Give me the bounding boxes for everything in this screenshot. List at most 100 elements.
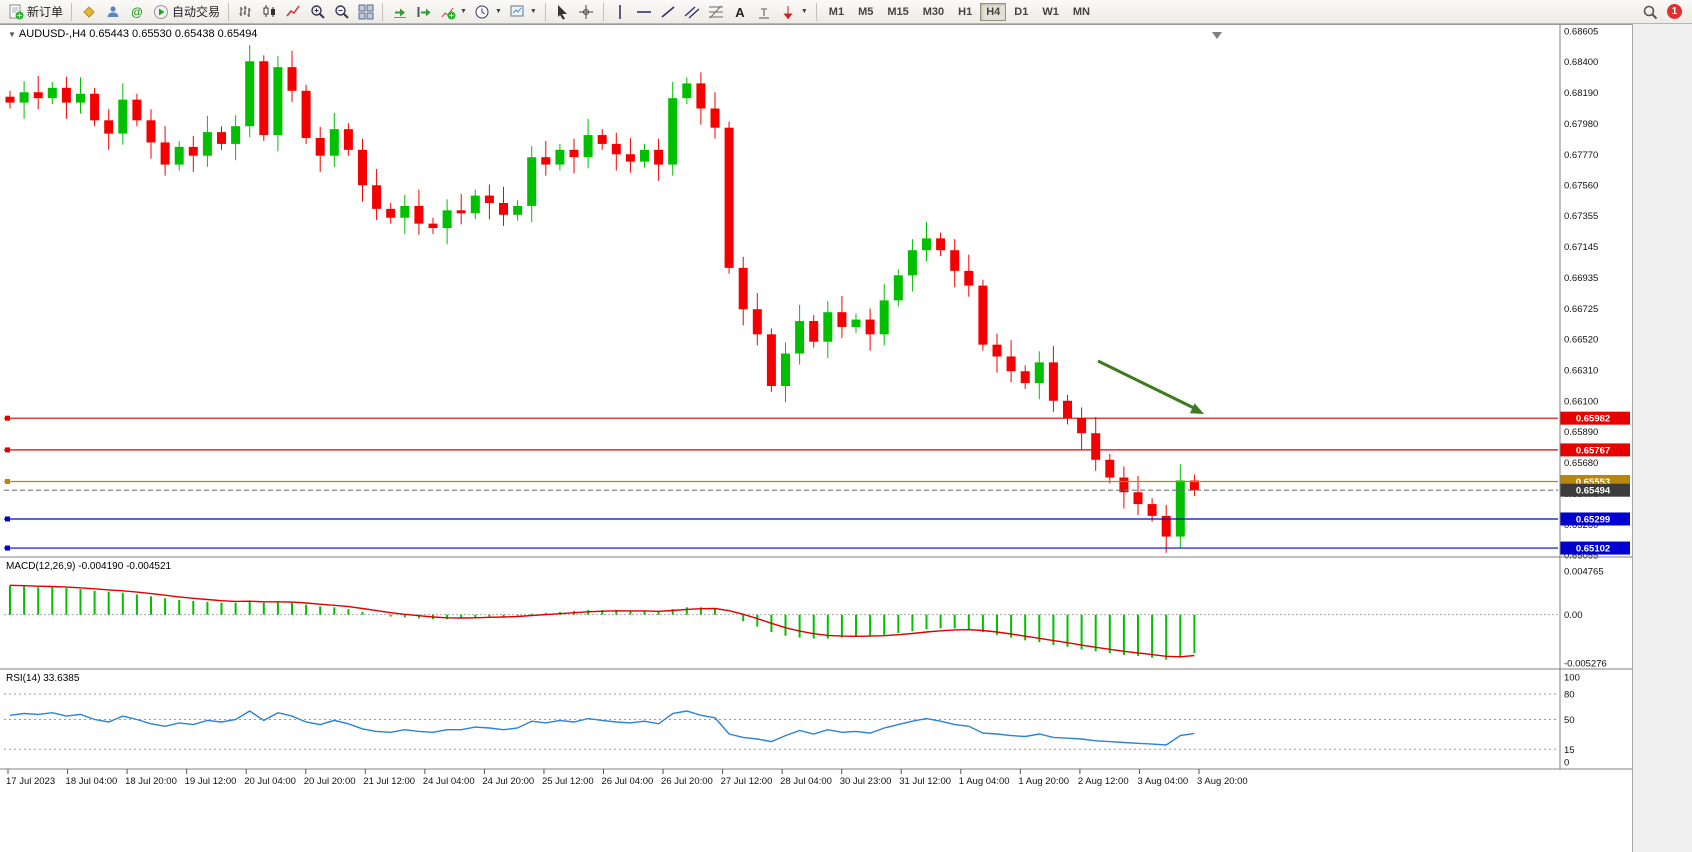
chart-window: 0.68605 0.68400 0.68190 0.67980 0.67770 0.675…	[0, 24, 1632, 852]
svg-text:0.66725: 0.66725	[1564, 304, 1598, 315]
one-click-trading-toggle[interactable]: ▼	[8, 30, 16, 39]
text-icon: A	[732, 3, 749, 20]
bar-chart-button[interactable]	[234, 2, 257, 22]
trendline-button[interactable]	[657, 2, 680, 22]
zoom-in-button[interactable]	[306, 2, 329, 22]
timeframe-toolbar: M1 M5 M15 M30 H1 H4 D1 W1 MN	[822, 2, 1097, 21]
svg-text:30 Jul 23:00: 30 Jul 23:00	[840, 776, 892, 787]
indicators-button[interactable]: ▼	[436, 2, 470, 22]
horizontal-line-button[interactable]	[633, 2, 656, 22]
gold-diamond-button[interactable]	[77, 2, 100, 22]
crosshair-button[interactable]	[575, 2, 598, 22]
svg-text:0.65767: 0.65767	[1576, 445, 1610, 456]
chart-shift-icon	[415, 3, 432, 20]
svg-text:0.66310: 0.66310	[1564, 365, 1598, 376]
channel-button[interactable]	[681, 2, 704, 22]
chevron-down-icon: ▼	[460, 8, 467, 15]
toolbar-separator	[228, 2, 230, 21]
timeframe-H4-button[interactable]: H4	[980, 2, 1007, 21]
tile-windows-button[interactable]	[354, 2, 377, 22]
clock-icon	[474, 3, 491, 20]
trendline-icon	[660, 3, 677, 20]
svg-text:18 Jul 04:00: 18 Jul 04:00	[66, 776, 118, 787]
search-button[interactable]	[1638, 2, 1661, 22]
svg-text:15: 15	[1564, 745, 1575, 756]
arrows-button[interactable]: ▼	[777, 2, 811, 22]
svg-text:80: 80	[1564, 690, 1575, 701]
auto-scroll-button[interactable]	[388, 2, 411, 22]
bar-chart-icon	[237, 3, 254, 20]
template-icon	[509, 3, 526, 20]
candlestick-chart-button[interactable]	[258, 2, 281, 22]
timeframe-M5-button[interactable]: M5	[852, 3, 879, 21]
timeframe-H1-button[interactable]: H1	[952, 3, 978, 21]
new-order-button[interactable]: 新订单	[4, 2, 66, 22]
profile-button[interactable]	[101, 2, 124, 22]
periods-button[interactable]: ▼	[471, 2, 505, 22]
timeframe-M15-button[interactable]: M15	[881, 3, 914, 21]
label-icon: T	[756, 3, 773, 20]
svg-text:50: 50	[1564, 715, 1575, 726]
chevron-down-icon: ▼	[800, 8, 808, 15]
cursor-button[interactable]	[551, 2, 574, 22]
svg-text:0.68605: 0.68605	[1564, 27, 1598, 38]
label-button[interactable]: T	[753, 2, 776, 22]
svg-text:100: 100	[1564, 673, 1580, 684]
svg-text:20 Jul 20:00: 20 Jul 20:00	[304, 776, 356, 787]
line-chart-button[interactable]	[282, 2, 305, 22]
zoom-out-button[interactable]	[330, 2, 353, 22]
notification-badge[interactable]: 1	[1667, 4, 1682, 19]
svg-text:0.67355: 0.67355	[1564, 211, 1598, 222]
vertical-line-button[interactable]	[609, 2, 632, 22]
autotrading-icon	[152, 3, 169, 20]
chevron-down-icon: ▼	[529, 8, 537, 15]
timeframe-W1-button[interactable]: W1	[1036, 3, 1065, 21]
timeframe-M30-button[interactable]: M30	[917, 3, 950, 21]
timeframe-D1-button[interactable]: D1	[1008, 3, 1034, 21]
channel-icon	[684, 3, 701, 20]
svg-text:0.65299: 0.65299	[1576, 514, 1610, 525]
svg-text:26 Jul 20:00: 26 Jul 20:00	[661, 776, 713, 787]
fibonacci-icon	[708, 3, 725, 20]
svg-text:0: 0	[1564, 758, 1569, 769]
text-button[interactable]: A	[729, 2, 752, 22]
svg-text:0.004765: 0.004765	[1564, 567, 1604, 578]
svg-text:0.00: 0.00	[1564, 610, 1583, 621]
fibonacci-button[interactable]	[705, 2, 728, 22]
timeframe-M1-button[interactable]: M1	[823, 3, 850, 21]
cursor-icon	[554, 3, 571, 20]
svg-text:0.66100: 0.66100	[1564, 396, 1598, 407]
toolbar-separator	[815, 2, 817, 21]
vertical-line-icon	[612, 3, 629, 20]
svg-text:0.65680: 0.65680	[1564, 458, 1598, 469]
svg-text:24 Jul 04:00: 24 Jul 04:00	[423, 776, 475, 787]
svg-text:17 Jul 2023: 17 Jul 2023	[6, 776, 55, 787]
horizontal-line-icon	[636, 3, 653, 20]
svg-text:0.66935: 0.66935	[1564, 273, 1598, 284]
arrow-object-icon	[780, 3, 797, 20]
svg-text:3 Aug 20:00: 3 Aug 20:00	[1197, 776, 1248, 787]
svg-text:A: A	[736, 5, 746, 20]
svg-text:-0.005276: -0.005276	[1564, 659, 1607, 670]
svg-text:26 Jul 04:00: 26 Jul 04:00	[602, 776, 654, 787]
chart-canvas[interactable]: 0.68605 0.68400 0.68190 0.67980 0.67770 0.675…	[0, 25, 1632, 852]
svg-text:18 Jul 20:00: 18 Jul 20:00	[125, 776, 177, 787]
person-icon	[104, 3, 121, 20]
svg-text:0.67770: 0.67770	[1564, 150, 1598, 161]
line-chart-icon	[285, 3, 302, 20]
svg-text:24 Jul 20:00: 24 Jul 20:00	[482, 776, 534, 787]
svg-text:1 Aug 04:00: 1 Aug 04:00	[959, 776, 1010, 787]
svg-text:27 Jul 12:00: 27 Jul 12:00	[721, 776, 773, 787]
right-gutter	[1632, 24, 1692, 852]
chart-shift-button[interactable]	[412, 2, 435, 22]
tile-windows-icon	[357, 3, 374, 20]
svg-text:0.65055: 0.65055	[1564, 551, 1598, 562]
svg-text:19 Jul 12:00: 19 Jul 12:00	[185, 776, 237, 787]
timeframe-MN-button[interactable]: MN	[1067, 3, 1096, 21]
templates-button[interactable]: ▼	[506, 2, 540, 22]
chat-button[interactable]: @	[125, 2, 148, 22]
auto-scroll-icon	[391, 3, 408, 20]
chevron-down-icon: ▼	[494, 8, 502, 15]
autotrading-button[interactable]: 自动交易	[149, 2, 223, 22]
